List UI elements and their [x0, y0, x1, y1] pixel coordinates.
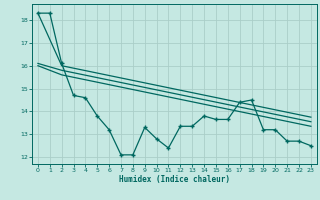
X-axis label: Humidex (Indice chaleur): Humidex (Indice chaleur): [119, 175, 230, 184]
